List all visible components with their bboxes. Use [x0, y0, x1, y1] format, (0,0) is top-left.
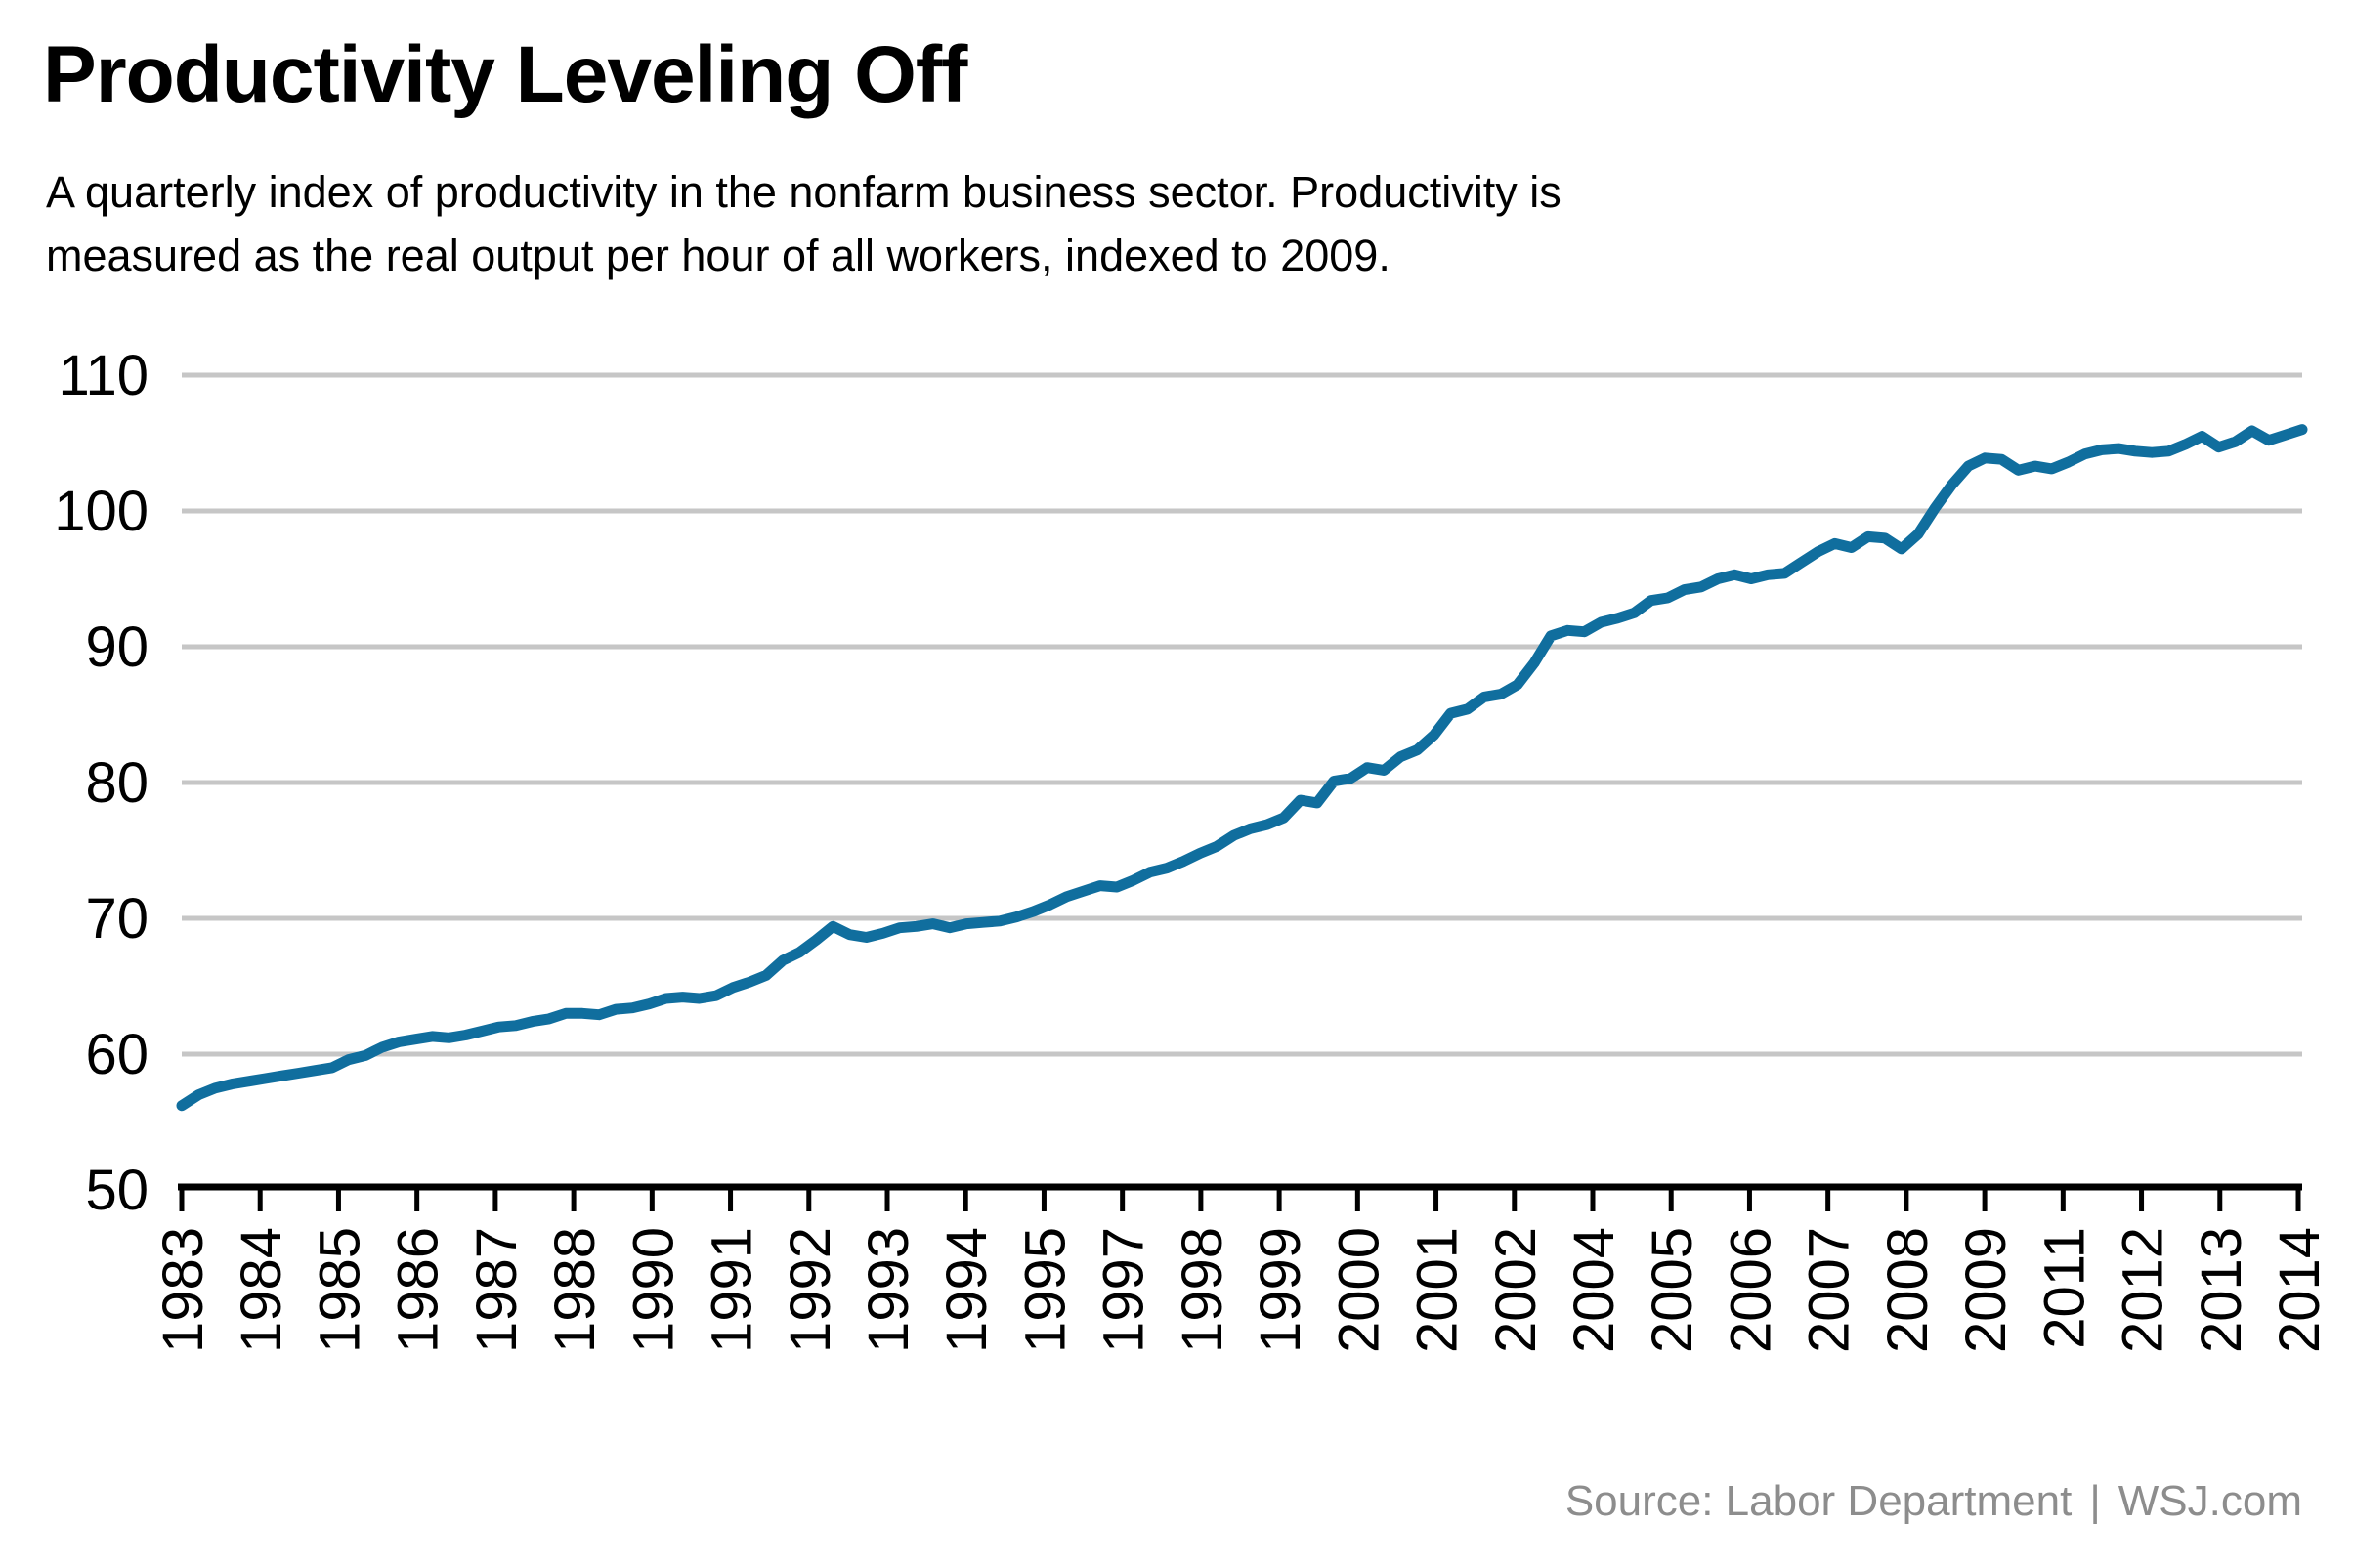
x-axis-label-2004: 2004: [1562, 1227, 1626, 1353]
x-axis-label-1998: 1998: [1171, 1227, 1234, 1353]
page-title: Productivity Leveling Off: [43, 30, 967, 119]
x-axis-label-2012: 2012: [2112, 1227, 2175, 1353]
x-axis-label-2009: 2009: [1954, 1227, 2018, 1353]
x-axis-label-1992: 1992: [779, 1227, 842, 1353]
x-axis-label-1988: 1988: [543, 1227, 607, 1353]
x-axis-label-2007: 2007: [1798, 1227, 1861, 1353]
x-axis-label-1990: 1990: [621, 1227, 685, 1353]
x-axis-label-2006: 2006: [1719, 1227, 1782, 1353]
x-axis-label-1997: 1997: [1092, 1227, 1156, 1353]
y-axis-label-110: 110: [59, 344, 149, 407]
y-axis-label-80: 80: [85, 751, 149, 815]
source-label: Source: Labor Department: [1564, 1477, 2073, 1525]
source-credit: Source: Labor Department | WSJ.com: [1565, 1477, 2302, 1526]
x-axis-label-1987: 1987: [465, 1227, 529, 1353]
x-axis-label-2002: 2002: [1484, 1227, 1548, 1353]
source-separator: |: [2089, 1477, 2101, 1525]
y-axis-label-60: 60: [85, 1023, 149, 1086]
y-axis-label-100: 100: [54, 480, 149, 543]
x-axis-label-2008: 2008: [1876, 1227, 1940, 1353]
x-axis-label-2013: 2013: [2190, 1227, 2253, 1353]
x-axis-label-1995: 1995: [1013, 1227, 1077, 1353]
chart-subtitle-line1: A quarterly index of productivity in the…: [46, 167, 1562, 217]
productivity-line: [176, 424, 2308, 1112]
x-axis-label-1994: 1994: [935, 1227, 999, 1353]
x-axis-label-2001: 2001: [1406, 1227, 1470, 1353]
chart-subtitle-line2: measured as the real output per hour of …: [46, 231, 1390, 280]
x-axis-label-1986: 1986: [387, 1227, 450, 1353]
x-axis-label-1991: 1991: [701, 1227, 764, 1353]
x-axis-label-2014: 2014: [2268, 1227, 2332, 1353]
x-axis-label-1993: 1993: [857, 1227, 920, 1353]
x-axis-label-2000: 2000: [1327, 1227, 1390, 1353]
x-axis-label-2011: 2011: [2032, 1227, 2096, 1349]
x-axis-label-1999: 1999: [1249, 1227, 1312, 1353]
y-axis-label-50: 50: [85, 1159, 149, 1222]
x-axis-label-1984: 1984: [230, 1227, 293, 1353]
x-axis-label-1983: 1983: [151, 1227, 215, 1353]
y-axis-label-90: 90: [85, 615, 149, 679]
y-axis-label-70: 70: [85, 887, 149, 951]
brand-label: WSJ.com: [2118, 1477, 2302, 1525]
chart-subtitle: A quarterly index of productivity in the…: [46, 160, 1562, 287]
x-axis-label-2005: 2005: [1641, 1227, 1704, 1353]
x-axis-label-1985: 1985: [308, 1227, 371, 1353]
